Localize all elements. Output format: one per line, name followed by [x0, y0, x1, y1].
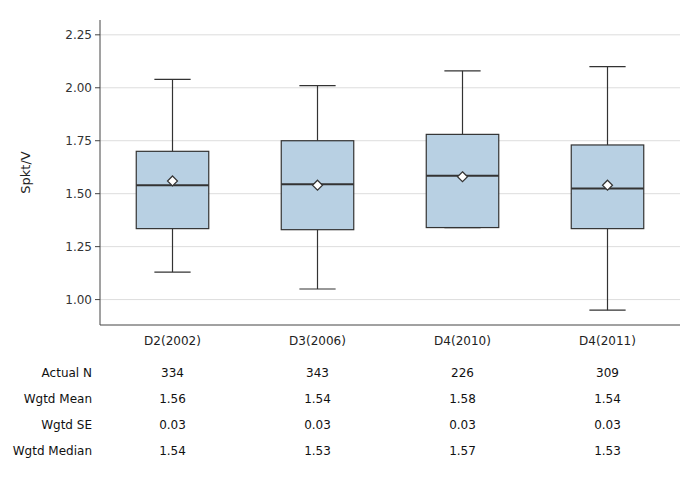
lower-whisker: [317, 230, 318, 289]
mean-marker: [603, 180, 613, 190]
x-tick-label: D4(2011): [579, 334, 636, 348]
chart-container: 1.00 1.25 1.50 1.75 2.00 2.25 Spkt/V D2(2002) D3…: [0, 0, 700, 500]
table-cell: 1.58: [449, 392, 476, 406]
table-cell: 1.54: [159, 444, 186, 458]
x-tick-label: D2(2002): [144, 334, 201, 348]
lower-cap: [154, 271, 190, 272]
y-tick-label: 1.00: [65, 293, 92, 307]
upper-whisker: [317, 86, 318, 141]
box: [426, 134, 499, 227]
upper-cap: [444, 70, 480, 71]
box: [136, 151, 209, 228]
upper-cap: [589, 66, 625, 67]
y-tick: [95, 299, 100, 300]
table-row-label: Actual N: [42, 366, 92, 380]
table-row-label: Wgtd Mean: [24, 392, 92, 406]
table-cell: 1.56: [159, 392, 186, 406]
table-cell: 1.53: [304, 444, 331, 458]
y-tick: [95, 34, 100, 35]
table-cell: 343: [306, 366, 329, 380]
table-cell: 0.03: [449, 418, 476, 432]
lower-whisker: [607, 229, 608, 311]
x-tick-label: D3(2006): [289, 334, 346, 348]
table-cell: 0.03: [159, 418, 186, 432]
box-group: [571, 67, 644, 311]
table-cell: 334: [161, 366, 184, 380]
x-axis-line: [100, 325, 680, 326]
box: [281, 141, 354, 230]
table-cell: 1.57: [449, 444, 476, 458]
y-axis-label: Spkt/V: [18, 151, 33, 194]
mean-marker: [458, 172, 468, 182]
box: [571, 145, 644, 229]
y-tick-label: 2.00: [65, 81, 92, 95]
table-cell: 0.03: [304, 418, 331, 432]
box-group: [136, 79, 209, 272]
box-group: [281, 86, 354, 289]
box-group: [426, 71, 499, 228]
lower-cap: [299, 288, 335, 289]
upper-whisker: [607, 67, 608, 145]
upper-whisker: [462, 71, 463, 135]
mean-marker: [313, 180, 323, 190]
y-tick-label: 1.25: [65, 240, 92, 254]
table-cell: 1.53: [594, 444, 621, 458]
mean-marker: [168, 176, 178, 186]
lower-cap: [589, 310, 625, 311]
upper-whisker: [172, 79, 173, 151]
chart-svg: 1.00 1.25 1.50 1.75 2.00 2.25 Spkt/V D2(2002) D3…: [0, 0, 700, 500]
table-cell: 309: [596, 366, 619, 380]
table-cell: 1.54: [594, 392, 621, 406]
plot-area: [136, 67, 644, 311]
table-row-label: Wgtd Median: [13, 444, 92, 458]
table-cell: 1.54: [304, 392, 331, 406]
table-row-label: Wgtd SE: [41, 418, 92, 432]
table-cell: 0.03: [594, 418, 621, 432]
x-tick-label: D4(2010): [434, 334, 491, 348]
grid-line: [100, 246, 680, 247]
table-cell: 226: [451, 366, 474, 380]
upper-cap: [154, 79, 190, 80]
y-tick-label: 1.75: [65, 134, 92, 148]
y-tick-label: 2.25: [65, 28, 92, 42]
grid-line: [100, 299, 680, 300]
grid-line: [100, 34, 680, 35]
y-tick: [95, 87, 100, 88]
y-tick: [95, 193, 100, 194]
y-tick-label: 1.50: [65, 187, 92, 201]
y-tick: [95, 246, 100, 247]
grid-line: [100, 87, 680, 88]
grid-line: [100, 140, 680, 141]
y-tick: [95, 140, 100, 141]
y-axis-line: [100, 20, 101, 325]
lower-whisker: [172, 229, 173, 272]
upper-cap: [299, 85, 335, 86]
